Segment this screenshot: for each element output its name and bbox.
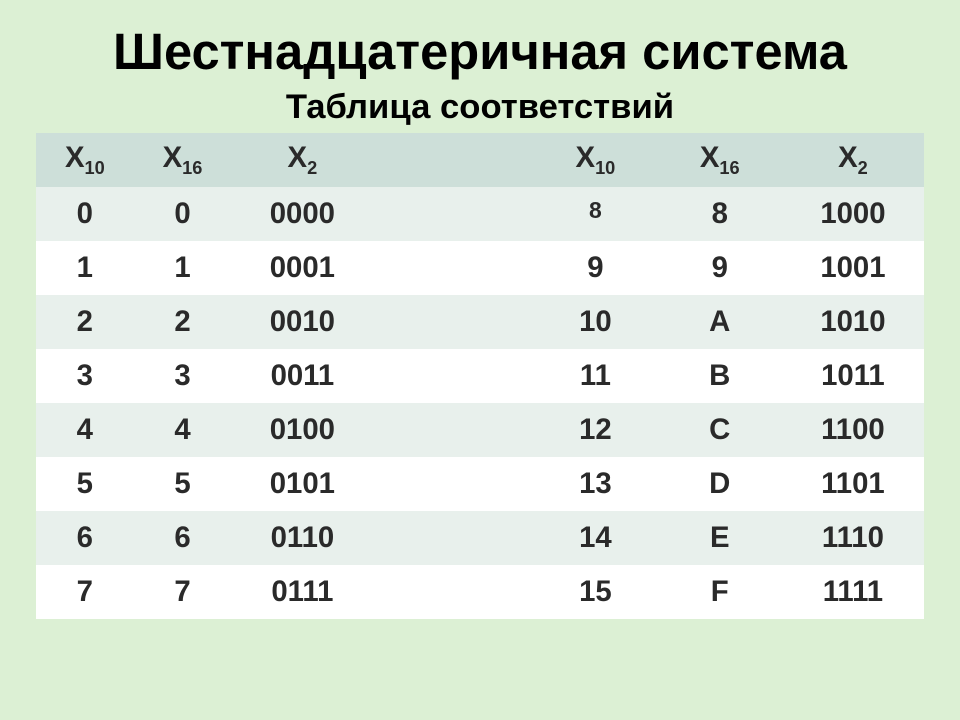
table-cell: 0 (134, 187, 232, 241)
table-header-cell: X16 (658, 133, 782, 187)
table-cell: 0010 (231, 295, 373, 349)
table-cell: 9 (533, 241, 657, 295)
table-cell: 1111 (782, 565, 924, 619)
row-spacer (373, 187, 533, 241)
table-cell: 13 (533, 457, 657, 511)
table-cell: 0100 (231, 403, 373, 457)
table-cell: 1110 (782, 511, 924, 565)
table-cell: B (658, 349, 782, 403)
header-subscript: 10 (85, 158, 105, 178)
table-cell: A (658, 295, 782, 349)
header-spacer (373, 133, 533, 187)
header-subscript: 16 (182, 158, 202, 178)
row-spacer (373, 565, 533, 619)
header-base: X (288, 141, 308, 174)
table-cell: 5 (134, 457, 232, 511)
table-row: 110001991001 (36, 241, 924, 295)
table-cell: 0011 (231, 349, 373, 403)
table-cell: 0000 (231, 187, 373, 241)
row-spacer (373, 295, 533, 349)
table-row: 000000881000 (36, 187, 924, 241)
correspondence-table: X10X16X2X10X16X2 00000088100011000199100… (36, 133, 924, 619)
table-cell: 4 (36, 403, 134, 457)
table-cell: 0 (36, 187, 134, 241)
page-subtitle: Таблица соответствий (36, 88, 924, 127)
table-cell: 0101 (231, 457, 373, 511)
table-cell: 8 (533, 187, 657, 241)
header-base: X (700, 141, 720, 174)
table-header-cell: X2 (231, 133, 373, 187)
table-row: 22001010A1010 (36, 295, 924, 349)
table-row: 44010012C1100 (36, 403, 924, 457)
table-cell: 2 (134, 295, 232, 349)
table-cell: 1001 (782, 241, 924, 295)
table-cell: 9 (658, 241, 782, 295)
table-cell: C (658, 403, 782, 457)
table-header-row: X10X16X2X10X16X2 (36, 133, 924, 187)
table-cell: 1000 (782, 187, 924, 241)
header-base: X (838, 141, 858, 174)
table-cell: 3 (134, 349, 232, 403)
table-cell: 1100 (782, 403, 924, 457)
header-base: X (65, 141, 85, 174)
table-cell: 6 (134, 511, 232, 565)
table-cell: 1101 (782, 457, 924, 511)
table-cell: E (658, 511, 782, 565)
table-row: 77011115F1111 (36, 565, 924, 619)
page: Шестнадцатеричная система Таблица соотве… (0, 0, 960, 720)
table-cell: 7 (36, 565, 134, 619)
table-header-cell: X10 (533, 133, 657, 187)
table-cell: D (658, 457, 782, 511)
table-cell: 3 (36, 349, 134, 403)
header-subscript: 10 (595, 158, 615, 178)
table-cell: 1011 (782, 349, 924, 403)
row-spacer (373, 403, 533, 457)
table-cell: 12 (533, 403, 657, 457)
header-base: X (576, 141, 596, 174)
row-spacer (373, 511, 533, 565)
header-subscript: 16 (719, 158, 739, 178)
table-head: X10X16X2X10X16X2 (36, 133, 924, 187)
table-header-cell: X2 (782, 133, 924, 187)
table-header-cell: X16 (134, 133, 232, 187)
table-row: 66011014E1110 (36, 511, 924, 565)
table-cell: 0001 (231, 241, 373, 295)
table-cell: 6 (36, 511, 134, 565)
table-cell: 11 (533, 349, 657, 403)
table-row: 33001111B1011 (36, 349, 924, 403)
table-cell: F (658, 565, 782, 619)
table-header-cell: X10 (36, 133, 134, 187)
table-cell: 1 (134, 241, 232, 295)
header-subscript: 2 (858, 158, 868, 178)
table-body: 00000088100011000199100122001010A1010330… (36, 187, 924, 619)
table-cell: 4 (134, 403, 232, 457)
table-cell: 0110 (231, 511, 373, 565)
header-base: X (163, 141, 183, 174)
table-cell: 0111 (231, 565, 373, 619)
header-subscript: 2 (307, 158, 317, 178)
table-cell: 1 (36, 241, 134, 295)
table-cell: 10 (533, 295, 657, 349)
table-cell: 7 (134, 565, 232, 619)
table-cell: 2 (36, 295, 134, 349)
page-title: Шестнадцатеричная система (36, 24, 924, 80)
table-cell: 8 (658, 187, 782, 241)
table-cell: 5 (36, 457, 134, 511)
table-cell: 1010 (782, 295, 924, 349)
table-row: 55010113D1101 (36, 457, 924, 511)
table-cell: 15 (533, 565, 657, 619)
row-spacer (373, 241, 533, 295)
table-cell: 14 (533, 511, 657, 565)
row-spacer (373, 349, 533, 403)
row-spacer (373, 457, 533, 511)
